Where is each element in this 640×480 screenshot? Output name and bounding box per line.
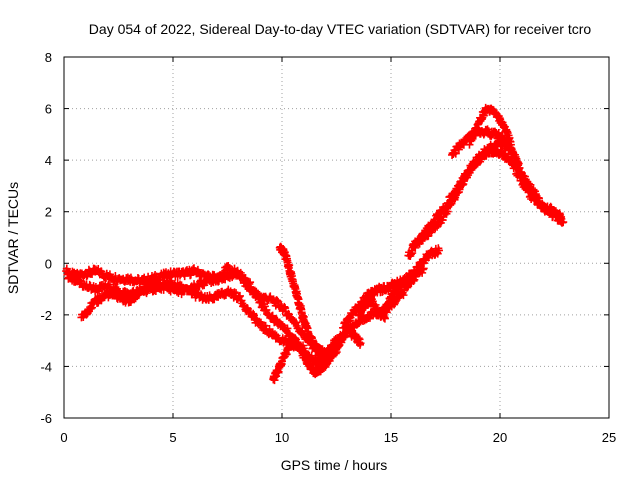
x-tick-label: 0 <box>60 430 67 445</box>
axis-ticks: 0 5 10 15 20 25 -6 -4 -2 0 2 4 6 8 <box>40 50 616 445</box>
x-tick-label: 10 <box>275 430 289 445</box>
y-tick-label: -2 <box>40 308 52 323</box>
x-tick-label: 20 <box>493 430 507 445</box>
chart-title: Day 054 of 2022, Sidereal Day-to-day VTE… <box>89 21 592 37</box>
data-point <box>246 278 255 287</box>
y-tick-label: 6 <box>45 102 52 117</box>
data-point <box>517 171 526 180</box>
data-point <box>506 140 515 149</box>
y-tick-label: 2 <box>45 205 52 220</box>
data-point <box>415 265 424 274</box>
data-point <box>444 199 453 208</box>
y-tick-label: -4 <box>40 359 52 374</box>
data-point <box>465 168 474 177</box>
x-axis-label: GPS time / hours <box>281 457 388 473</box>
x-tick-label: 5 <box>169 430 176 445</box>
grid-lines <box>64 57 609 418</box>
series-12 <box>354 275 409 323</box>
data-point <box>356 339 365 348</box>
y-tick-label: -6 <box>40 411 52 426</box>
y-tick-label: 4 <box>45 153 52 168</box>
data-point <box>559 218 568 227</box>
series-7 <box>339 244 443 332</box>
y-tick-label: 0 <box>45 256 52 271</box>
x-tick-label: 15 <box>384 430 398 445</box>
y-axis-label: SDTVAR / TECUs <box>5 182 21 294</box>
data-point <box>557 212 566 221</box>
data-point <box>371 300 380 309</box>
x-tick-label: 25 <box>602 430 616 445</box>
data-points <box>62 103 568 385</box>
data-point <box>434 246 443 255</box>
y-tick-label: 8 <box>45 50 52 65</box>
plot-frame <box>63 56 610 419</box>
data-point <box>470 131 479 140</box>
series-11 <box>465 103 515 149</box>
data-point <box>400 277 409 286</box>
data-point <box>380 314 389 323</box>
